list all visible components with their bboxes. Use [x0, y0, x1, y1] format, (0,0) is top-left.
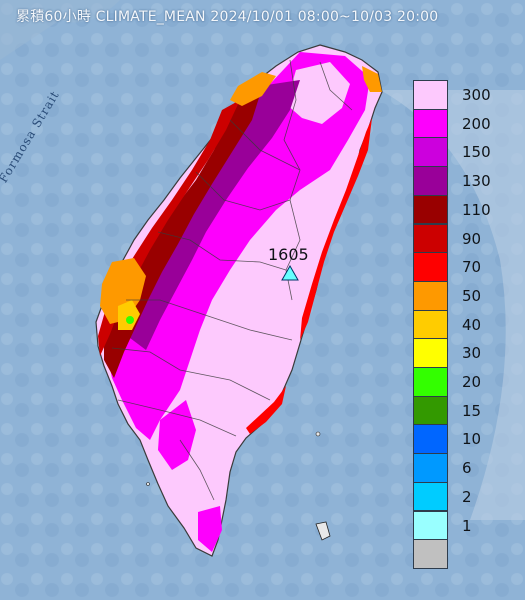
- legend-label: 30: [462, 344, 482, 363]
- map-title: 累積60小時 CLIMATE_MEAN 2024/10/01 08:00~10/…: [16, 9, 439, 25]
- rain-300-north: [286, 62, 350, 124]
- legend-label: 70: [462, 258, 482, 277]
- rain-110-zone: [104, 88, 262, 378]
- color-legend: 300 200 150 130 110 90 70 50 40 30 20 15 10 6 2 1: [412, 80, 514, 570]
- legend-label: 200: [462, 114, 491, 133]
- legend-label: 6: [462, 459, 472, 478]
- legend-swatch: [413, 223, 448, 254]
- legend-label: 40: [462, 315, 482, 334]
- legend-swatch: [413, 424, 448, 455]
- legend-swatch: [413, 367, 448, 397]
- legend-label: 20: [462, 373, 482, 391]
- legend-swatch: [413, 280, 448, 311]
- legend-label: 130: [462, 172, 491, 191]
- legend-swatch: [413, 108, 448, 139]
- rain-90-zone: [98, 100, 240, 356]
- legend-label: 110: [462, 200, 491, 219]
- rain-200-south: [158, 400, 196, 470]
- island-east: [315, 521, 331, 541]
- legend-swatch: [413, 194, 448, 225]
- rain-20-spot: [126, 316, 134, 324]
- legend-swatch: [413, 309, 448, 340]
- rain-50-northeast: [362, 66, 382, 92]
- county-boundaries: [111, 59, 353, 501]
- legend-label: 90: [462, 229, 482, 248]
- mainland-coast: [0, 0, 120, 60]
- island-small-2: [146, 482, 150, 486]
- legend-label: 150: [462, 143, 491, 162]
- rain-40-pocket: [118, 300, 140, 330]
- legend-label: 1: [462, 516, 472, 535]
- legend-label: 10: [462, 430, 482, 449]
- legend-label: 2: [462, 487, 472, 506]
- legend-swatch: [413, 481, 448, 512]
- rain-200-zone: [106, 52, 370, 440]
- legend-swatch: [413, 453, 448, 483]
- rain-50-north: [230, 72, 276, 106]
- legend-label: 50: [462, 286, 482, 305]
- legend-swatch: [413, 510, 448, 541]
- legend-label: 300: [462, 86, 491, 104]
- legend-swatch: [413, 252, 448, 282]
- legend-swatch: [413, 539, 448, 569]
- cloud-band: [380, 90, 525, 520]
- legend-swatch: [413, 137, 448, 168]
- legend-swatch: [413, 80, 448, 110]
- legend-label: 15: [462, 401, 482, 420]
- legend-swatch: [413, 395, 448, 426]
- rain-east-coast: [300, 118, 372, 340]
- rain-200-tip: [198, 506, 222, 552]
- island-small-1: [315, 431, 321, 437]
- max-station-triangle-icon: [281, 264, 299, 281]
- max-station-label: 1605: [268, 245, 309, 264]
- legend-swatch: [413, 338, 448, 368]
- rain-southeast-coast: [246, 386, 286, 434]
- legend-swatch: [413, 166, 448, 196]
